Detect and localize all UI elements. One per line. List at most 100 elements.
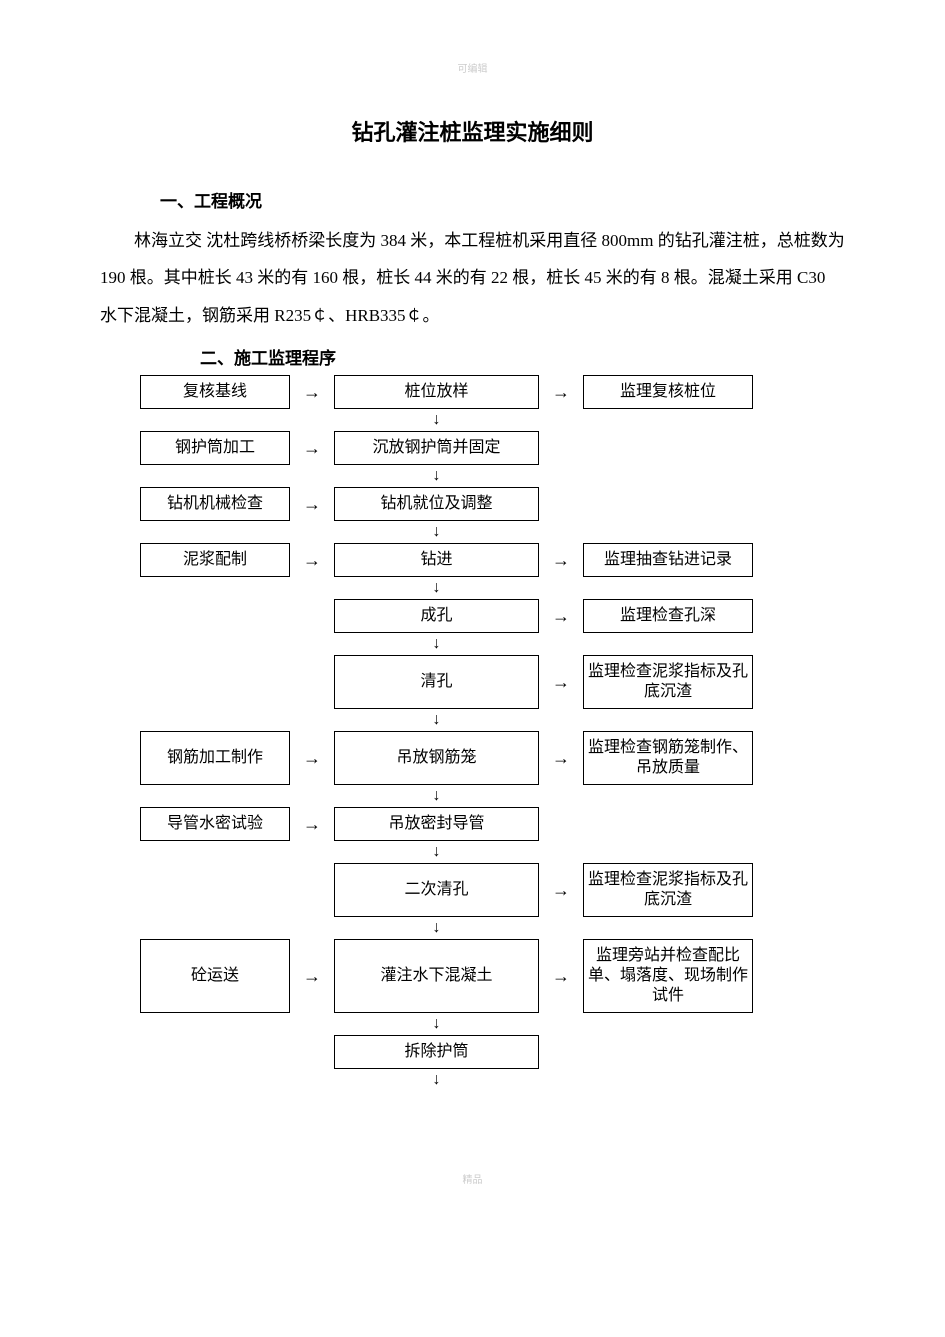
spacer xyxy=(140,1013,334,1035)
flow-arrow-down-row: ↓ xyxy=(140,1013,845,1035)
arrow-right-icon xyxy=(539,487,583,521)
flow-arrow-down-row: ↓ xyxy=(140,633,845,655)
flow-node-right: 监理复核桩位 xyxy=(583,375,753,409)
spacer xyxy=(140,633,334,655)
arrow-right-icon: → xyxy=(539,939,583,1013)
arrow-right-icon xyxy=(290,599,334,633)
arrow-right-icon: → xyxy=(539,599,583,633)
flow-node-mid: 沉放钢护筒并固定 xyxy=(334,431,539,465)
flow-node-left xyxy=(140,863,290,917)
flow-node-right: 监理旁站并检查配比单、塌落度、现场制作试件 xyxy=(583,939,753,1013)
flow-arrow-down-row: ↓ xyxy=(140,1069,845,1091)
spacer xyxy=(140,521,334,543)
flow-row: 钻机机械检查→钻机就位及调整 xyxy=(140,487,845,521)
spacer xyxy=(140,841,334,863)
arrow-down-icon: ↓ xyxy=(334,1013,539,1035)
flow-node-mid: 钻进 xyxy=(334,543,539,577)
flow-node-right: 监理抽查钻进记录 xyxy=(583,543,753,577)
flow-node-left: 钻机机械检查 xyxy=(140,487,290,521)
arrow-down-icon: ↓ xyxy=(334,633,539,655)
flow-node-left xyxy=(140,599,290,633)
flow-arrow-down-row: ↓ xyxy=(140,917,845,939)
arrow-right-icon: → xyxy=(290,375,334,409)
arrow-down-icon: ↓ xyxy=(334,709,539,731)
flow-node-mid: 成孔 xyxy=(334,599,539,633)
flow-arrow-down-row: ↓ xyxy=(140,409,845,431)
flow-node-left: 泥浆配制 xyxy=(140,543,290,577)
arrow-right-icon: → xyxy=(290,431,334,465)
spacer xyxy=(140,785,334,807)
spacer xyxy=(140,1069,334,1091)
process-flowchart: 复核基线→桩位放样→监理复核桩位↓钢护筒加工→沉放钢护筒并固定↓钻机机械检查→钻… xyxy=(140,375,845,1091)
flow-row: 导管水密试验→吊放密封导管 xyxy=(140,807,845,841)
flow-node-right xyxy=(583,807,753,841)
arrow-right-icon: → xyxy=(290,807,334,841)
page-title: 钻孔灌注桩监理实施细则 xyxy=(100,115,845,147)
arrow-down-icon: ↓ xyxy=(334,409,539,431)
arrow-right-icon: → xyxy=(539,543,583,577)
flow-node-right xyxy=(583,1035,753,1069)
arrow-right-icon xyxy=(539,807,583,841)
spacer xyxy=(140,465,334,487)
flow-row: 钢护筒加工→沉放钢护筒并固定 xyxy=(140,431,845,465)
spacer xyxy=(140,709,334,731)
arrow-right-icon: → xyxy=(290,939,334,1013)
arrow-right-icon xyxy=(290,1035,334,1069)
flow-arrow-down-row: ↓ xyxy=(140,785,845,807)
arrow-right-icon: → xyxy=(539,375,583,409)
flow-node-mid: 二次清孔 xyxy=(334,863,539,917)
arrow-right-icon xyxy=(290,655,334,709)
flow-node-mid: 拆除护筒 xyxy=(334,1035,539,1069)
spacer xyxy=(140,917,334,939)
flow-node-right xyxy=(583,487,753,521)
section1-heading: 一、工程概况 xyxy=(160,187,845,212)
arrow-right-icon: → xyxy=(290,487,334,521)
flow-node-right: 监理检查孔深 xyxy=(583,599,753,633)
arrow-down-icon: ↓ xyxy=(334,917,539,939)
flow-node-mid: 钻机就位及调整 xyxy=(334,487,539,521)
arrow-right-icon xyxy=(539,431,583,465)
flow-node-right: 监理检查钢筋笼制作、吊放质量 xyxy=(583,731,753,785)
flow-row: 砼运送→灌注水下混凝土→监理旁站并检查配比单、塌落度、现场制作试件 xyxy=(140,939,845,1013)
arrow-right-icon: → xyxy=(290,543,334,577)
flow-node-left: 钢筋加工制作 xyxy=(140,731,290,785)
arrow-right-icon: → xyxy=(539,863,583,917)
flow-node-mid: 吊放密封导管 xyxy=(334,807,539,841)
flow-arrow-down-row: ↓ xyxy=(140,709,845,731)
arrow-down-icon: ↓ xyxy=(334,577,539,599)
flow-row: 泥浆配制→钻进→监理抽查钻进记录 xyxy=(140,543,845,577)
flow-row: 二次清孔→监理检查泥浆指标及孔底沉渣 xyxy=(140,863,845,917)
flow-node-left: 砼运送 xyxy=(140,939,290,1013)
watermark-bottom: 精品 xyxy=(100,1171,845,1186)
spacer xyxy=(140,577,334,599)
arrow-right-icon: → xyxy=(290,731,334,785)
spacer xyxy=(140,409,334,431)
arrow-down-icon: ↓ xyxy=(334,521,539,543)
flow-row: 清孔→监理检查泥浆指标及孔底沉渣 xyxy=(140,655,845,709)
arrow-down-icon: ↓ xyxy=(334,785,539,807)
flow-node-mid: 吊放钢筋笼 xyxy=(334,731,539,785)
arrow-right-icon xyxy=(539,1035,583,1069)
arrow-down-icon: ↓ xyxy=(334,841,539,863)
flow-node-left: 导管水密试验 xyxy=(140,807,290,841)
flow-node-left: 复核基线 xyxy=(140,375,290,409)
flow-row: 拆除护筒 xyxy=(140,1035,845,1069)
flow-arrow-down-row: ↓ xyxy=(140,577,845,599)
flow-node-left xyxy=(140,1035,290,1069)
flow-node-mid: 桩位放样 xyxy=(334,375,539,409)
flow-arrow-down-row: ↓ xyxy=(140,465,845,487)
flow-node-left xyxy=(140,655,290,709)
watermark-top: 可编辑 xyxy=(100,60,845,75)
flow-node-mid: 清孔 xyxy=(334,655,539,709)
arrow-right-icon: → xyxy=(539,655,583,709)
flow-row: 成孔→监理检查孔深 xyxy=(140,599,845,633)
overview-paragraph: 林海立交 沈杜跨线桥桥梁长度为 384 米，本工程桩机采用直径 800mm 的钻… xyxy=(100,222,845,334)
flow-node-right: 监理检查泥浆指标及孔底沉渣 xyxy=(583,655,753,709)
flow-node-mid: 灌注水下混凝土 xyxy=(334,939,539,1013)
arrow-down-icon: ↓ xyxy=(334,465,539,487)
arrow-down-icon: ↓ xyxy=(334,1069,539,1091)
arrow-right-icon xyxy=(290,863,334,917)
flow-row: 钢筋加工制作→吊放钢筋笼→监理检查钢筋笼制作、吊放质量 xyxy=(140,731,845,785)
flow-node-left: 钢护筒加工 xyxy=(140,431,290,465)
flow-node-right: 监理检查泥浆指标及孔底沉渣 xyxy=(583,863,753,917)
